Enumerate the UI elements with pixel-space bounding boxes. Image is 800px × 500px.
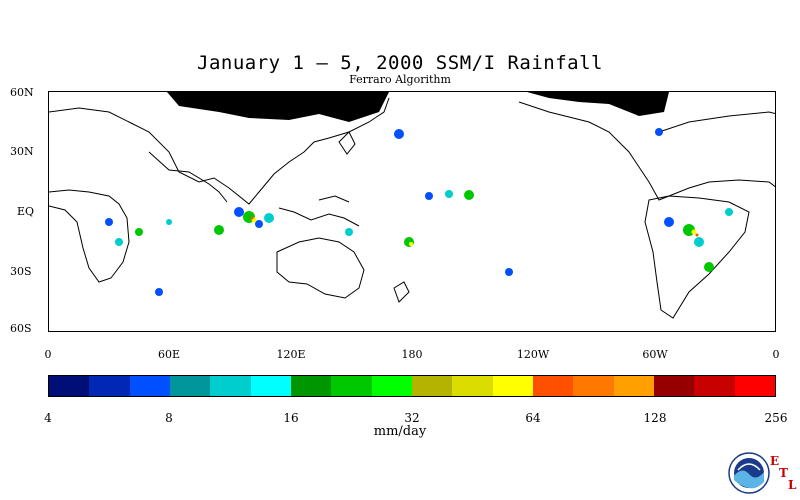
lat-label-30n: 30N	[10, 145, 34, 158]
lon-label-120w: 120W	[516, 348, 550, 361]
lat-label-eq: EQ	[17, 205, 35, 218]
etl-letter-e: E	[770, 454, 780, 468]
rainfall-patches	[105, 128, 733, 296]
colorbar-swatch	[694, 376, 735, 396]
north-asia-black-fill	[167, 92, 389, 122]
lon-label-0: 0	[44, 348, 52, 361]
colorbar-swatch	[89, 376, 130, 396]
colorbar-tick-8: 8	[165, 411, 173, 425]
colorbar	[48, 375, 776, 397]
colorbar-tick-4: 4	[44, 411, 52, 425]
lon-label-180: 180	[401, 348, 423, 361]
colorbar-swatch	[573, 376, 614, 396]
map-canvas	[49, 92, 775, 319]
north-america-black-fill	[527, 92, 669, 116]
colorbar-units: mm/day	[373, 424, 427, 439]
lon-label-60e: 60E	[157, 348, 181, 361]
colorbar-swatch	[371, 376, 412, 396]
etl-letter-t: T	[779, 466, 788, 480]
colorbar-swatch	[210, 376, 251, 396]
lat-label-60s: 60S	[10, 322, 32, 335]
colorbar-swatch	[129, 376, 170, 396]
lat-label-60n: 60N	[10, 86, 34, 99]
noaa-logo-icon	[728, 452, 770, 494]
colorbar-swatch	[492, 376, 533, 396]
colorbar-tick-64: 64	[525, 411, 541, 425]
colorbar-swatch	[532, 376, 574, 396]
lon-label-0-right: 0	[772, 348, 780, 361]
colorbar-swatch	[734, 376, 775, 396]
lat-label-30s: 30S	[10, 265, 32, 278]
colorbar-swatch	[613, 376, 654, 396]
colorbar-swatch	[452, 376, 493, 396]
colorbar-swatch	[250, 376, 291, 396]
lon-label-120e: 120E	[276, 348, 306, 361]
colorbar-tick-32: 32	[404, 411, 420, 425]
colorbar-swatch	[290, 376, 332, 396]
map-title: January 1 – 5, 2000 SSM/I Rainfall	[197, 52, 603, 74]
colorbar-swatch	[169, 376, 211, 396]
map-subtitle: Ferraro Algorithm	[349, 73, 451, 86]
colorbar-tick-16: 16	[283, 411, 299, 425]
colorbar-swatch	[49, 376, 90, 396]
rainfall-map	[48, 91, 776, 332]
colorbar-tick-128: 128	[643, 411, 667, 425]
lon-label-60w: 60W	[642, 348, 668, 361]
colorbar-swatch	[331, 376, 372, 396]
coastlines	[49, 97, 775, 319]
colorbar-swatch	[653, 376, 695, 396]
colorbar-tick-256: 256	[764, 411, 788, 425]
colorbar-swatch	[411, 376, 453, 396]
etl-letter-l: L	[788, 478, 797, 492]
